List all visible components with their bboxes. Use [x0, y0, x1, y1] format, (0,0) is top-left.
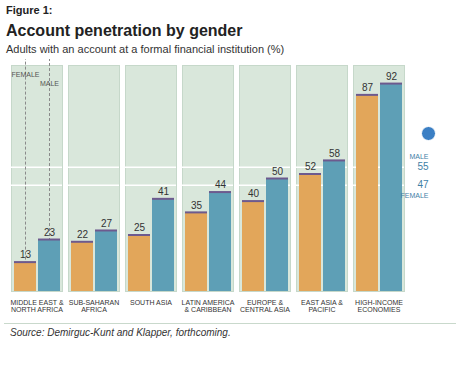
html-text:Figure 1:: Figure 1: — [6, 4, 53, 16]
svg-text:92: 92 — [386, 71, 398, 82]
svg-text:MALE: MALE — [409, 153, 428, 160]
svg-text:58: 58 — [329, 148, 341, 159]
svg-text:SUB-SAHARANAFRICA: SUB-SAHARANAFRICA — [69, 299, 120, 313]
svg-text:EAST ASIA &PACIFIC: EAST ASIA &PACIFIC — [301, 299, 343, 313]
svg-text:40: 40 — [248, 188, 260, 199]
svg-text:EUROPE &CENTRAL ASIA: EUROPE &CENTRAL ASIA — [240, 299, 290, 313]
svg-text:55: 55 — [417, 161, 429, 172]
svg-text:41: 41 — [158, 186, 170, 197]
svg-text:47: 47 — [417, 179, 429, 190]
svg-text:FEMALE: FEMALE — [11, 71, 39, 78]
svg-text:35: 35 — [191, 200, 203, 211]
svg-text:FEMALE: FEMALE — [400, 192, 428, 199]
svg-text:87: 87 — [362, 82, 374, 93]
svg-text:HIGH-INCOMEECONOMIES: HIGH-INCOMEECONOMIES — [355, 299, 403, 313]
svg-text:MALE: MALE — [40, 80, 59, 87]
svg-text:22: 22 — [77, 229, 89, 240]
svg-text:52: 52 — [305, 161, 317, 172]
svg-text:23: 23 — [44, 227, 56, 238]
html-text:Source: Demirguc-Kunt and Klap: Source: Demirguc-Kunt and Klapper, forth… — [10, 327, 231, 338]
svg-text:MIDDLE EAST &NORTH AFRICA: MIDDLE EAST &NORTH AFRICA — [10, 299, 63, 313]
svg-text:44: 44 — [215, 179, 227, 190]
svg-text:27: 27 — [101, 218, 113, 229]
html-text:Account penetration by gender: Account penetration by gender — [6, 22, 243, 39]
svg-text:25: 25 — [134, 222, 146, 233]
svg-text:13: 13 — [20, 249, 32, 260]
svg-text:50: 50 — [272, 166, 284, 177]
html-text:Adults with an account at a fo: Adults with an account at a formal finan… — [6, 43, 285, 55]
svg-text:LATIN AMERICA& CARIBBEAN: LATIN AMERICA& CARIBBEAN — [182, 299, 235, 313]
svg-text:SOUTH ASIA: SOUTH ASIA — [130, 299, 172, 306]
